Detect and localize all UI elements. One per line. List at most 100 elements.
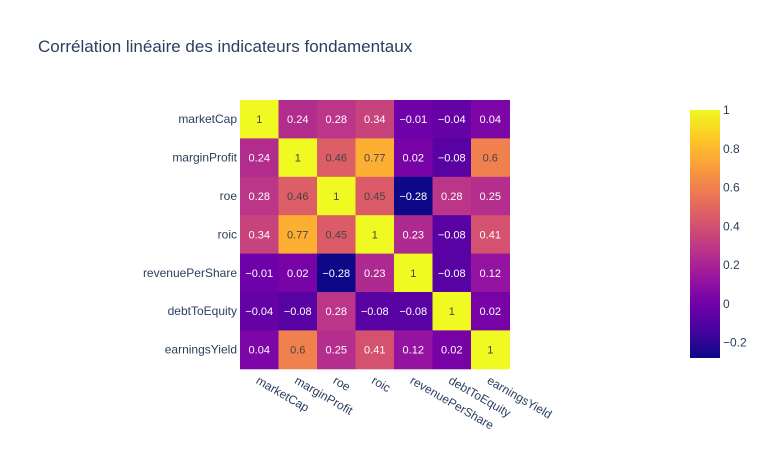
cell-value-label: 0.12 [480, 268, 501, 280]
heatmap-cell [432, 176, 472, 216]
cell-value-label: 0.46 [287, 191, 308, 203]
heatmap-cell [432, 138, 472, 178]
cell-value-label: 0.28 [249, 191, 270, 203]
y-tick-label: revenuePerShare [143, 266, 237, 280]
cell-value-label: −0.08 [438, 153, 466, 165]
cell-value-label: 0.6 [483, 153, 498, 165]
colorbar-tick-label: 0.4 [723, 219, 740, 233]
y-tick-label: debtToEquity [168, 304, 237, 318]
colorbar-tick-label: 0.6 [723, 181, 740, 195]
cell-value-label: 0.41 [480, 229, 501, 241]
cell-value-label: 0.24 [249, 153, 270, 165]
heatmap-cell [317, 215, 356, 255]
colorbar: 1 0.8 0.6 0.4 0.2 0 −0.2 [690, 103, 747, 358]
cell-value-label: 0.25 [326, 345, 347, 357]
heatmap-cell [394, 138, 433, 178]
heatmap-cell [471, 176, 510, 216]
colorbar-tick-label: −0.2 [723, 336, 747, 350]
heatmap-cell [278, 176, 318, 216]
cell-value-label: 0.6 [290, 345, 305, 357]
cell-value-label: −0.01 [399, 114, 427, 126]
heatmap-cell [394, 253, 433, 293]
y-tick-label: earningsYield [165, 343, 237, 357]
heatmap-cell [355, 215, 395, 255]
heatmap-cell [432, 215, 472, 255]
cell-value-label: 0.24 [287, 114, 308, 126]
heatmap-cell [355, 253, 395, 293]
x-tick-label: roic [369, 373, 393, 395]
cell-value-label: 0.41 [364, 345, 385, 357]
heatmap-cell [471, 292, 510, 331]
heatmap-cell [355, 138, 395, 178]
heatmap-cell [317, 138, 356, 178]
cell-value-label: −0.08 [284, 306, 312, 318]
cell-value-label: 0.04 [480, 114, 501, 126]
cell-value-label: −0.08 [399, 306, 427, 318]
y-tick-label: roic [218, 227, 237, 241]
cell-value-label: 0.77 [287, 229, 308, 241]
heatmap-cell [355, 100, 395, 139]
cell-value-label: −0.01 [245, 268, 273, 280]
heatmap-cell [432, 330, 472, 370]
heatmap-cells [240, 100, 510, 370]
cell-value-label: 1 [487, 345, 493, 357]
cell-value-label: 0.45 [364, 191, 385, 203]
heatmap-cell [240, 100, 279, 139]
cell-value-label: 0.04 [249, 345, 270, 357]
heatmap-cell [432, 292, 472, 331]
heatmap-cell [240, 292, 279, 331]
cell-value-label: −0.28 [322, 268, 350, 280]
heatmap-cell [471, 100, 510, 139]
heatmap-cell [471, 330, 510, 370]
cell-value-label: −0.08 [361, 306, 389, 318]
heatmap-cell [240, 215, 279, 255]
heatmap-cell [394, 330, 433, 370]
heatmap-cell [240, 330, 279, 370]
heatmap-cell [432, 253, 472, 293]
heatmap-cell [355, 176, 395, 216]
cell-value-label: 1 [256, 114, 262, 126]
heatmap-cell [355, 330, 395, 370]
colorbar-tick-label: 0.2 [723, 258, 740, 272]
heatmap-cell [278, 253, 318, 293]
cell-value-label: 0.28 [326, 114, 347, 126]
y-tick-label: marginProfit [172, 151, 237, 165]
heatmap-cell [432, 100, 472, 139]
cell-value-label: 0.02 [441, 345, 462, 357]
heatmap-cell [355, 292, 395, 331]
cell-value-label: 1 [333, 191, 339, 203]
cell-value-label: 1 [410, 268, 416, 280]
y-tick-label: marketCap [178, 112, 237, 126]
cell-value-label: 0.02 [403, 153, 424, 165]
heatmap-cell [317, 176, 356, 216]
heatmap-cell [471, 253, 510, 293]
heatmap-cell [317, 292, 356, 331]
heatmap-cell [240, 138, 279, 178]
heatmap-cell [394, 215, 433, 255]
heatmap-cell [317, 100, 356, 139]
x-tick-label: roe [331, 373, 353, 394]
heatmap-cell [394, 292, 433, 331]
cell-value-label: 0.23 [364, 268, 385, 280]
colorbar-gradient [690, 110, 720, 358]
heatmap-cell [317, 253, 356, 293]
heatmap-cell-labels: 1 0.24 0.28 0.34 −0.01 −0.04 0.04 0.24 1 0.46 0.77… [245, 114, 501, 356]
cell-value-label: 0.02 [480, 306, 501, 318]
cell-value-label: 0.34 [249, 229, 270, 241]
y-axis-ticks: marketCap marginProfit roe roic revenuePerSh… [143, 112, 238, 356]
heatmap-cell [278, 138, 318, 178]
cell-value-label: 0.02 [287, 268, 308, 280]
heatmap-cell [471, 138, 510, 178]
cell-value-label: −0.04 [438, 114, 466, 126]
heatmap-cell [278, 100, 318, 139]
heatmap-cell [278, 215, 318, 255]
cell-value-label: 0.23 [403, 229, 424, 241]
cell-value-label: −0.04 [245, 306, 273, 318]
y-tick-label: roe [220, 189, 238, 203]
cell-value-label: 0.77 [364, 153, 385, 165]
colorbar-tick-label: 1 [723, 103, 730, 117]
cell-value-label: 0.28 [326, 306, 347, 318]
heatmap-cell [317, 330, 356, 370]
